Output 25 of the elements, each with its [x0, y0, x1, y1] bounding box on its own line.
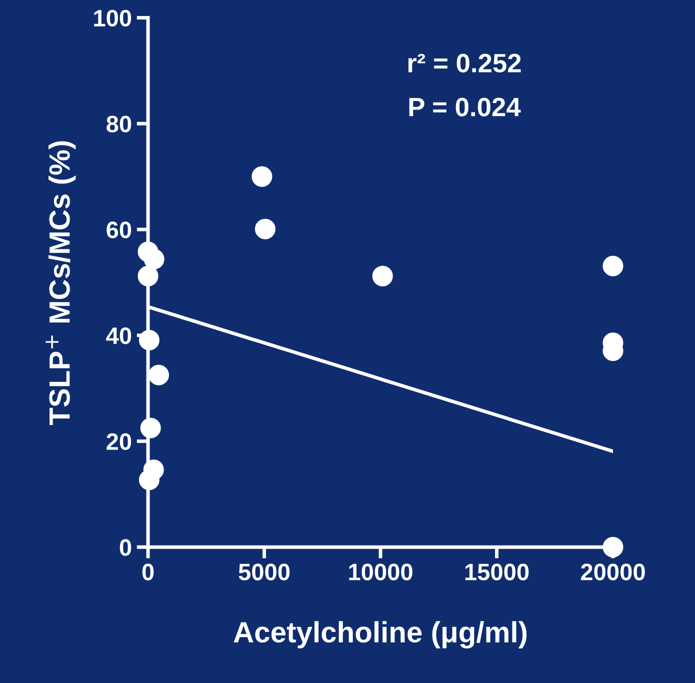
- y-tick-label: 60: [106, 222, 132, 238]
- y-tick-label: 0: [120, 539, 132, 556]
- point: [138, 330, 160, 350]
- x-axis-title: Acetylcholine (μg/ml): [234, 621, 527, 648]
- point: [143, 460, 164, 480]
- point: [138, 266, 158, 286]
- point: [140, 418, 161, 438]
- x-tick-label: 0: [142, 564, 154, 580]
- point: [372, 266, 393, 286]
- point: [252, 166, 272, 187]
- point: [602, 256, 624, 276]
- y-tick-label: 40: [106, 327, 132, 344]
- annotation: r² = 0.252: [408, 54, 521, 72]
- annotation: P = 0.024: [409, 98, 521, 116]
- y-tick-label: 100: [94, 10, 132, 27]
- y-tick-label: 80: [106, 116, 132, 132]
- y-tick-label: 20: [106, 433, 132, 450]
- point: [254, 218, 276, 240]
- x-tick-label: 5000: [238, 564, 290, 580]
- x-tick-label: 10000: [349, 564, 412, 580]
- y-axis-title: TSLP$^{+}$ MCs/MCs (%): [46, 141, 76, 426]
- point: [148, 364, 169, 386]
- point: [144, 248, 164, 270]
- x-tick-label: 20000: [580, 564, 645, 580]
- x-tick-label: 15000: [465, 564, 529, 580]
